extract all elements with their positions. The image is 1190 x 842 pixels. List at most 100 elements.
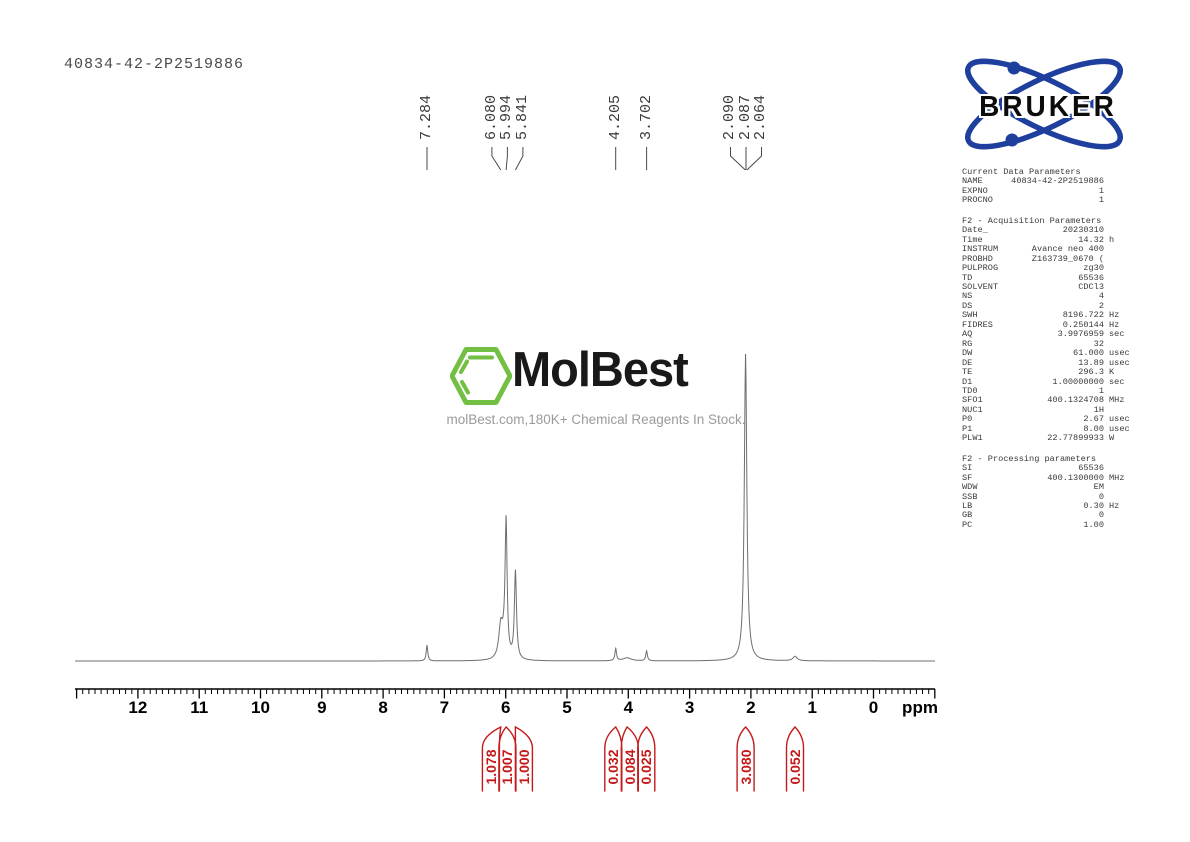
parameter-value: 4 <box>1098 291 1104 302</box>
sample-id: 40834-42-2P2519886 <box>64 56 245 73</box>
parameter-key: PLW1 <box>962 433 983 444</box>
integral-bracket-right <box>645 726 656 792</box>
parameter-value: 1 <box>1098 385 1104 396</box>
parameter-section-title: Current Data Parameters <box>962 167 1081 177</box>
parameter-unit <box>1104 483 1136 492</box>
parameter-row: SFO1 400.1324708 MHz <box>962 395 1136 406</box>
parameter-key: FIDRES <box>962 319 993 330</box>
parameter-row: D1 1.00000000 sec <box>962 376 1136 387</box>
parameter-value: 65536 <box>1078 463 1104 474</box>
parameter-row: AQ 3.9976959 sec <box>962 329 1136 340</box>
integral-bracket-right <box>744 726 755 792</box>
parameter-row: PC 1.00 <box>962 519 1136 530</box>
parameter-key: TD0 <box>962 385 978 396</box>
parameter-unit <box>1104 255 1136 264</box>
parameter-row: Time 14.32 h <box>962 234 1136 245</box>
integral-bracket-left <box>637 726 648 792</box>
parameter-key: WDW <box>962 482 978 493</box>
peak-label-connector <box>491 147 502 171</box>
integral-bracket-left <box>604 726 617 792</box>
parameter-row: WDW EM <box>962 482 1136 493</box>
parameter-unit <box>1104 264 1136 273</box>
parameter-unit: MHz <box>1109 395 1125 406</box>
parameter-key: INSTRUM <box>962 244 999 255</box>
peak-label-connectors <box>426 147 762 171</box>
parameter-unit <box>1104 187 1136 196</box>
bruker-logo: BRUKER <box>952 55 1142 155</box>
integral-bracket-left <box>785 726 796 792</box>
bruker-logo-text: BRUKER <box>979 90 1117 123</box>
molbest-watermark: MolBest molBest.com,180K+ Chemical Reage… <box>440 340 760 435</box>
parameter-row: P0 2.67 usec <box>962 414 1136 425</box>
parameter-value: 0.250144 <box>1062 319 1104 330</box>
parameter-unit: usec <box>1109 423 1130 434</box>
parameter-value: 8.00 <box>1083 423 1104 434</box>
integral-bracket-right <box>505 726 517 792</box>
parameter-row: TD 65536 <box>962 272 1136 283</box>
parameter-key: AQ <box>962 329 973 340</box>
parameter-unit: sec <box>1109 329 1125 340</box>
parameter-key: DW <box>962 348 973 359</box>
parameter-value: EM <box>1093 482 1104 493</box>
parameter-unit: usec <box>1109 414 1130 425</box>
parameter-key: PROBHD <box>962 253 993 264</box>
parameter-value: 1.00 <box>1083 519 1104 530</box>
parameter-key: PROCNO <box>962 195 993 206</box>
parameter-value: 22.77899933 <box>1047 433 1104 444</box>
parameter-unit <box>1104 511 1136 520</box>
parameter-value: 32 <box>1093 338 1104 349</box>
parameter-key: EXPNO <box>962 185 988 196</box>
parameter-value: 1 <box>1098 195 1104 206</box>
molbest-tagline: molBest.com,180K+ Chemical Reagents In S… <box>446 412 746 427</box>
parameter-key: SOLVENT <box>962 281 999 292</box>
parameter-row: LB 0.30 Hz <box>962 500 1136 511</box>
parameter-key: SSB <box>962 491 978 502</box>
parameter-value: zg30 <box>1083 263 1104 274</box>
parameter-section: Current Data Parameters NAME 40834-42-2P25… <box>962 167 1136 206</box>
parameter-unit <box>1104 177 1136 186</box>
parameter-value: Avance neo 400 <box>1031 244 1104 255</box>
parameter-key: TD <box>962 272 973 283</box>
parameter-unit: K <box>1109 367 1115 378</box>
parameter-unit: W <box>1109 433 1115 444</box>
parameter-key: NS <box>962 291 973 302</box>
parameter-value: 14.32 <box>1078 234 1104 245</box>
parameter-key: SF <box>962 472 973 483</box>
parameter-row: NUC1 1H <box>962 405 1136 415</box>
parameter-value: 296.3 <box>1078 367 1104 378</box>
parameter-value: 1.00000000 <box>1052 376 1104 387</box>
parameter-section: F2 - Processing parameters SI 65536 SF 400.1… <box>962 453 1136 531</box>
parameter-row: Date_ 20230310 <box>962 225 1136 235</box>
parameter-key: PC <box>962 519 973 530</box>
parameter-unit: Hz <box>1109 500 1120 511</box>
parameter-value: 400.1300000 <box>1047 472 1104 483</box>
parameter-row: PROCNO 1 <box>962 195 1136 206</box>
parameter-key: P0 <box>962 414 973 425</box>
orbit-dot-top <box>1007 61 1021 75</box>
parameter-value: 3.9976959 <box>1057 329 1104 340</box>
parameter-key: Time <box>962 234 983 245</box>
parameter-value: 8196.722 <box>1062 310 1104 321</box>
integral-bracket-right <box>514 726 534 792</box>
parameter-section-title: F2 - Processing parameters <box>962 453 1097 464</box>
parameter-row: NS 4 <box>962 291 1136 302</box>
parameter-key: DE <box>962 357 973 368</box>
parameter-row: DS 2 <box>962 301 1136 311</box>
integral-bracket-left <box>736 726 747 792</box>
x-axis-ruler <box>75 688 936 699</box>
parameter-row: SWH 8196.722 Hz <box>962 310 1136 321</box>
parameter-unit <box>1104 196 1136 205</box>
parameter-key: GB <box>962 510 973 521</box>
parameter-key: SI <box>962 463 973 474</box>
parameter-row: PULPROG zg30 <box>962 263 1136 274</box>
parameter-row: INSTRUM Avance neo 400 <box>962 244 1136 255</box>
bruker-orbits-icon <box>965 58 1123 150</box>
parameter-unit <box>1104 274 1136 283</box>
parameter-value: CDCl3 <box>1078 281 1104 292</box>
parameter-row: DW 61.000 usec <box>962 348 1136 359</box>
parameter-section-title: F2 - Acquisition Parameters <box>962 215 1102 226</box>
peak-label-connector <box>514 147 524 171</box>
molbest-hexagon-icon <box>450 347 512 405</box>
parameter-row: FIDRES 0.250144 Hz <box>962 319 1136 330</box>
